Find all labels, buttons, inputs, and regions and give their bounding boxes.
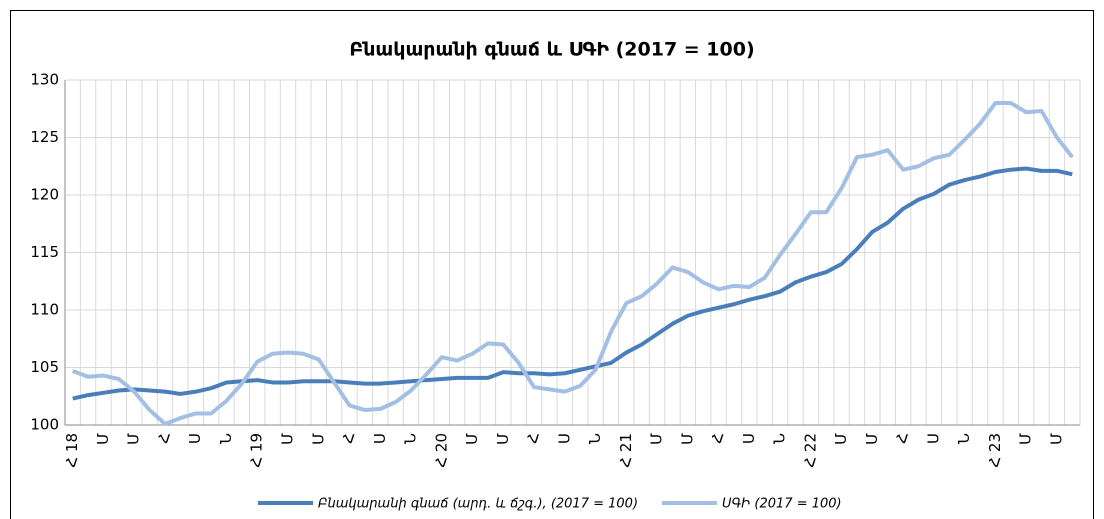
y-tick-label: 125 <box>30 128 59 146</box>
x-tick-label: Մ <box>832 433 850 445</box>
series-line <box>71 101 1074 426</box>
legend-label: Բնակարանի գնաճ (արդ. և ճշգ.), (2017 = 10… <box>318 497 638 512</box>
x-tick-label: Հ 21 <box>617 433 635 468</box>
legend-label: ՍԳԻ (2017 = 100) <box>722 497 842 512</box>
x-tick-label: Հ 19 <box>248 433 266 468</box>
x-tick-label: Ս <box>371 433 389 444</box>
y-tick-label: 110 <box>30 301 59 319</box>
x-tick-label: Մ <box>648 433 666 445</box>
x-tick-label: Հ <box>155 433 173 444</box>
x-tick-label: Մ <box>125 433 143 445</box>
x-tick-label: Հ <box>525 433 543 444</box>
x-tick-label: Հ 20 <box>432 433 450 468</box>
x-tick-label: Մ <box>278 433 296 445</box>
x-tick-label: Հ 23 <box>986 433 1004 468</box>
x-tick-label: Հ <box>709 433 727 444</box>
series-line <box>72 166 1073 401</box>
x-tick-label: Ս <box>740 433 758 444</box>
chart-title: Բնակարանի գնաճ և ՍԳԻ (2017 = 100) <box>349 39 754 61</box>
x-tick-label: Մ <box>863 433 881 445</box>
y-tick-label: 100 <box>30 416 59 434</box>
x-tick-label: Հ 22 <box>801 433 819 468</box>
x-tick-label: Ն <box>586 433 604 444</box>
x-tick-label: Մ <box>1017 433 1035 445</box>
x-tick-label: Մ <box>309 433 327 445</box>
y-tick-label: 105 <box>30 358 59 376</box>
x-tick-label: Մ <box>494 433 512 445</box>
x-tick-label: Ն <box>955 433 973 444</box>
y-tick-label: 115 <box>30 243 59 261</box>
x-tick-label: Ս <box>924 433 942 444</box>
x-tick-label: Մ <box>463 433 481 445</box>
x-tick-label: Հ 18 <box>63 433 81 468</box>
y-tick-label: 130 <box>30 71 59 89</box>
x-tick-label: Մ <box>678 433 696 445</box>
x-tick-label: Ս <box>555 433 573 444</box>
x-tick-label: Հ <box>340 433 358 444</box>
chart-border <box>10 10 1094 519</box>
y-tick-label: 120 <box>30 186 59 204</box>
x-tick-label: Հ <box>894 433 912 444</box>
x-tick-label: Ս <box>186 433 204 444</box>
x-tick-label: Ն <box>402 433 420 444</box>
x-tick-label: Մ <box>1047 433 1065 445</box>
x-tick-label: Ն <box>771 433 789 444</box>
x-tick-label: Մ <box>94 433 112 445</box>
x-tick-label: Ն <box>217 433 235 444</box>
